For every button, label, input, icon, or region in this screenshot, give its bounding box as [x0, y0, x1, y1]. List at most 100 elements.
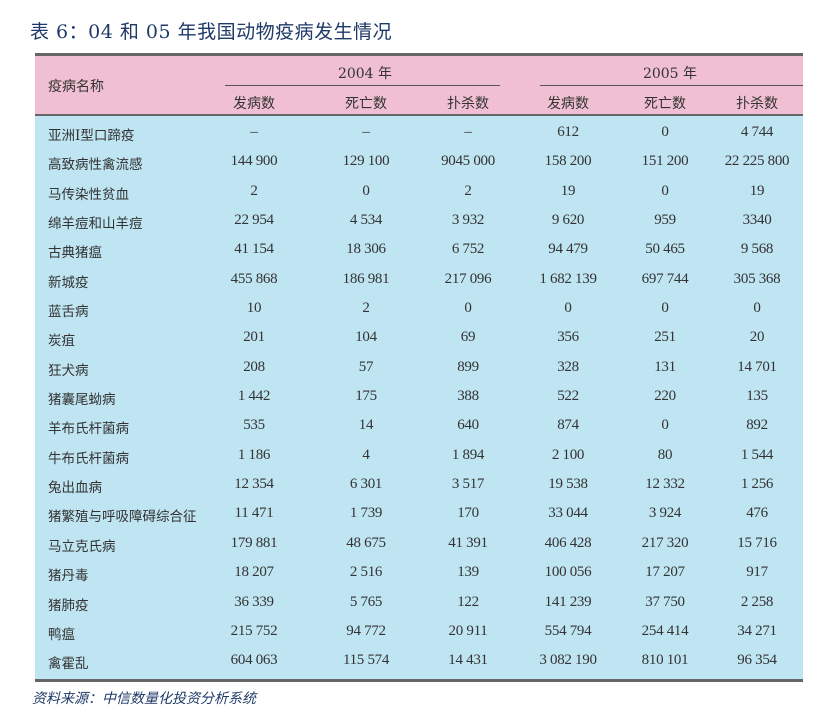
- table-cell: 19: [560, 182, 576, 199]
- table-row: 炭疽 201 104 69 356 251 20: [35, 323, 803, 352]
- table-cell: 0: [753, 300, 761, 317]
- table-cell: 14: [358, 417, 374, 434]
- title-prefix: 表 6：: [30, 21, 89, 43]
- disease-name: 羊布氏杆菌病: [48, 421, 129, 438]
- table-cell: 33 044: [548, 505, 588, 522]
- table-cell: 179 881: [230, 534, 278, 551]
- table-row: 猪囊尾蚴病 1 442 175 388 522 220 135: [35, 382, 803, 411]
- table-cell: 9 568: [740, 241, 774, 258]
- table-cell: 1 739: [349, 505, 383, 522]
- disease-name: 狂犬病: [48, 362, 89, 379]
- table-cell: 131: [654, 358, 676, 375]
- table-cell: 186 981: [342, 270, 390, 287]
- disease-name: 蓝舌病: [48, 304, 89, 321]
- table-cell: 144 900: [230, 153, 278, 170]
- table-cell: 115 574: [342, 652, 390, 669]
- table-cell: 20 911: [448, 622, 488, 639]
- table-cell: 388: [457, 388, 479, 405]
- table-cell: –: [464, 124, 472, 140]
- table-cell: 41 391: [448, 534, 488, 551]
- table-cell: 356: [557, 329, 579, 346]
- table-cell: 12 332: [645, 476, 685, 493]
- header-culled-2005: 扑杀数: [736, 96, 778, 112]
- table-cell: 14 431: [448, 652, 488, 669]
- table-cell: 122: [457, 593, 479, 610]
- table-cell: 94 772: [346, 622, 386, 639]
- table-cell: 94 479: [548, 241, 588, 258]
- table-cell: 455 868: [230, 270, 278, 287]
- table-cell: 0: [464, 300, 472, 317]
- disease-name: 马立克氏病: [48, 538, 116, 555]
- header-year-2004: 2004 年: [337, 66, 393, 82]
- table-row: 绵羊痘和山羊痘 22 954 4 534 3 932 9 620 959 3340: [35, 206, 803, 235]
- table-cell: 251: [654, 329, 676, 346]
- table-cell: 17 207: [645, 564, 685, 581]
- table-cell: 104: [355, 329, 377, 346]
- table-cell: 220: [654, 388, 676, 405]
- table-cell: 100 056: [544, 564, 592, 581]
- table-cell: 170: [457, 505, 479, 522]
- table-cell: 0: [661, 124, 669, 140]
- source-note: 资料来源：中信数量化投资分析系统: [32, 691, 256, 707]
- table-cell: 69: [460, 329, 476, 346]
- table-row: 新城疫 455 868 186 981 217 096 1 682 139 697 744…: [35, 265, 803, 294]
- table-cell: 874: [557, 417, 579, 434]
- table-cell: 18 306: [346, 241, 386, 258]
- table-cell: 917: [746, 564, 768, 581]
- table-cell: 14 701: [737, 358, 777, 375]
- table-cell: –: [250, 124, 258, 140]
- table-cell: –: [362, 124, 370, 140]
- table-cell: 37 750: [645, 593, 685, 610]
- table-cell: 2: [362, 300, 370, 317]
- table-cell: 604 063: [230, 652, 278, 669]
- table-cell: 175: [355, 388, 377, 405]
- header-culled-2004: 扑杀数: [447, 96, 489, 112]
- table-cell: 80: [657, 446, 673, 463]
- table-cell: 36 339: [234, 593, 274, 610]
- table-cell: 0: [564, 300, 572, 317]
- table-cell: 535: [243, 417, 265, 434]
- disease-name: 猪囊尾蚴病: [48, 392, 116, 409]
- table-cell: 4 534: [349, 212, 383, 229]
- table-cell: 96 354: [737, 652, 777, 669]
- table-row: 猪繁殖与呼吸障碍综合征 11 471 1 739 170 33 044 3 924 476: [35, 499, 803, 528]
- table-row: 蓝舌病 10 2 0 0 0 0: [35, 294, 803, 323]
- table-cell: 57: [358, 358, 374, 375]
- table-cell: 11 471: [234, 505, 274, 522]
- disease-name: 猪繁殖与呼吸障碍综合征: [48, 509, 197, 526]
- table-cell: 899: [457, 358, 479, 375]
- table-row: 亚洲Ⅰ型口蹄疫 – – – 612 0 4 744: [35, 118, 803, 147]
- table-cell: 22 954: [234, 212, 274, 229]
- table-cell: 6 752: [451, 241, 485, 258]
- disease-name: 新城疫: [48, 274, 89, 291]
- table-cell: 20: [749, 329, 765, 346]
- table-cell: 48 675: [346, 534, 386, 551]
- table-cell: 217 096: [444, 270, 492, 287]
- disease-name: 亚洲Ⅰ型口蹄疫: [48, 128, 135, 144]
- table-cell: 141 239: [544, 593, 592, 610]
- table-cell: 9045 000: [441, 153, 495, 170]
- header-divider-2004: [225, 85, 500, 86]
- table-cell: 2 100: [551, 446, 585, 463]
- table-row: 猪肺疫 36 339 5 765 122 141 239 37 750 2 258: [35, 588, 803, 617]
- table-cell: 215 752: [230, 622, 278, 639]
- table-cell: 254 414: [641, 622, 689, 639]
- table-cell: 129 100: [342, 153, 390, 170]
- table-cell: 19 538: [548, 476, 588, 493]
- table-row: 牛布氏杆菌病 1 186 4 1 894 2 100 80 1 544: [35, 441, 803, 470]
- table-cell: 328: [557, 358, 579, 375]
- table-cell: 0: [661, 417, 669, 434]
- table-row: 猪丹毒 18 207 2 516 139 100 056 17 207 917: [35, 558, 803, 587]
- table-cell: 1 256: [740, 476, 774, 493]
- table-cell: 10: [246, 300, 262, 317]
- table-cell: 406 428: [544, 534, 592, 551]
- table-cell: 201: [243, 329, 265, 346]
- table-cell: 3 932: [451, 212, 485, 229]
- table-cell: 1 186: [237, 446, 271, 463]
- header-cases-2004: 发病数: [233, 96, 275, 112]
- table-cell: 50 465: [645, 241, 685, 258]
- header-cases-2005: 发病数: [547, 96, 589, 112]
- table-cell: 2: [464, 182, 472, 199]
- table-row: 狂犬病 208 57 899 328 131 14 701: [35, 353, 803, 382]
- table-row: 兔出血病 12 354 6 301 3 517 19 538 12 332 1 256: [35, 470, 803, 499]
